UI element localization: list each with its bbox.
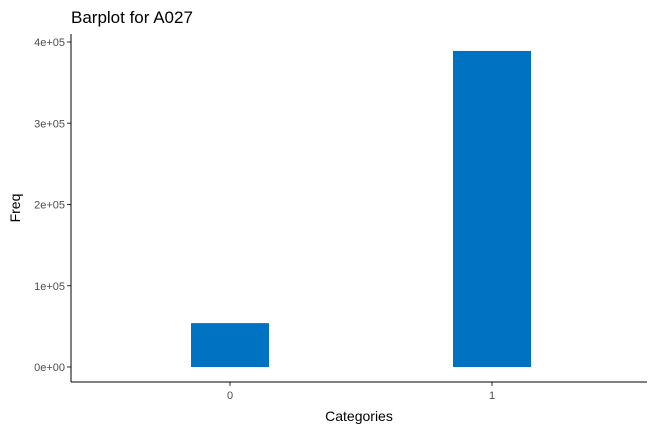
y-tick-label: 0e+00 <box>34 362 65 374</box>
bar-1 <box>453 50 531 367</box>
x-axis-title: Categories <box>325 408 393 424</box>
y-axis-title: Freq <box>7 194 23 223</box>
bars-group <box>191 50 531 367</box>
y-tick-label: 2e+05 <box>34 200 65 212</box>
x-tick-label: 0 <box>227 390 233 402</box>
bar-0 <box>191 323 269 367</box>
y-axis-ticks: 0e+00 1e+05 2e+05 3e+05 4e+05 <box>34 37 71 374</box>
y-tick-label: 1e+05 <box>34 281 65 293</box>
y-tick-label: 4e+05 <box>34 37 65 49</box>
y-tick-label: 3e+05 <box>34 118 65 130</box>
x-tick-label: 1 <box>489 390 495 402</box>
chart-title: Barplot for A027 <box>71 8 193 27</box>
